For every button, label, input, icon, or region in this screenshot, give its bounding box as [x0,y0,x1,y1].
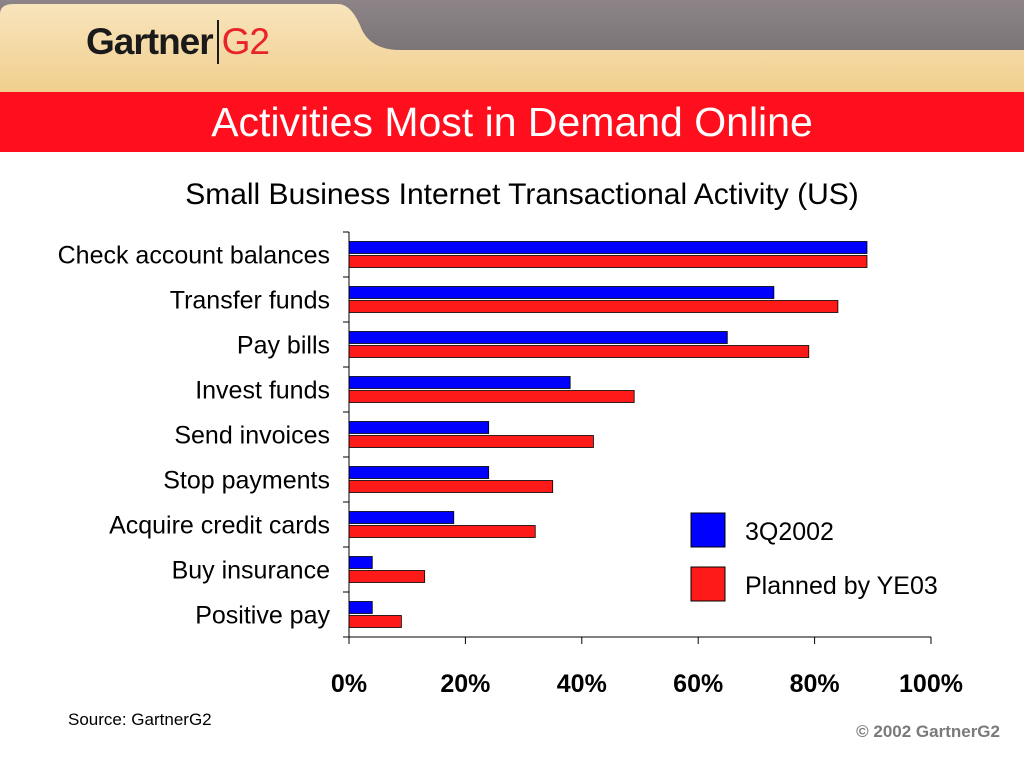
bar [348,570,426,583]
category-label: Send invoices [174,422,330,450]
logo-gartner-text: Gartner [86,21,214,62]
bar [348,615,402,628]
bar [348,421,490,434]
chart-title: Small Business Internet Transactional Ac… [185,178,859,211]
bar [348,241,868,254]
bar [348,345,810,358]
bar [348,466,490,479]
category-label: Transfer funds [170,287,330,315]
copyright-note: © 2002 GartnerG2 [856,722,1000,741]
bar [348,255,868,268]
header-background [0,0,1024,92]
category-label: Pay bills [237,332,330,360]
category-label: Stop payments [163,467,330,495]
bar [348,300,839,313]
x-tick-label: 100% [899,670,963,698]
x-tick-label: 60% [673,670,723,698]
bar [348,435,594,448]
bar [348,511,455,524]
category-label: Check account balances [58,242,330,270]
legend-label: 3Q2002 [745,518,834,546]
source-note: Source: GartnerG2 [68,710,212,729]
logo-g2-text: G2 [221,21,270,62]
x-tick-label: 40% [557,670,607,698]
category-label: Buy insurance [172,557,330,585]
bar [348,390,635,403]
bar [348,601,373,614]
bar [348,376,571,389]
legend-swatch [690,566,726,602]
bar [348,525,536,538]
logo-separator [216,20,219,64]
bar [348,556,373,569]
x-tick-label: 80% [790,670,840,698]
legend-swatch [690,512,726,548]
category-label: Positive pay [195,602,330,630]
x-tick-label: 20% [440,670,490,698]
bar [348,480,554,493]
title-bar [0,92,1024,152]
category-label: Invest funds [195,377,330,405]
x-tick-label: 0% [331,670,367,698]
bar [348,286,775,299]
gartner-g2-logo: Gartner G2 [86,16,270,68]
category-label: Acquire credit cards [109,512,330,540]
bar [348,331,728,344]
legend-label: Planned by YE03 [745,572,938,600]
header-band: Gartner G2 [0,0,1024,92]
slide-title: Activities Most in Demand Online [211,99,813,145]
